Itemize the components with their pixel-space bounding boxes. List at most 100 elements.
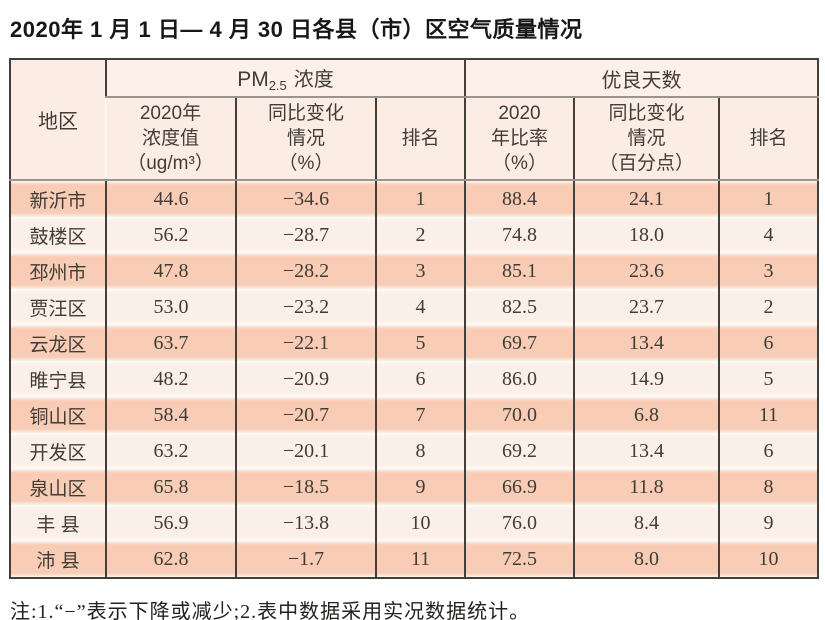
col-header-pm-change: 同比变化 情况 （%）	[235, 97, 376, 181]
table-row: 铜山区 58.4 −20.7 7 70.0 6.8 11	[10, 397, 819, 433]
cell-pm-value: 56.9	[105, 505, 236, 541]
header-line: 情况	[627, 128, 666, 149]
cell-good-change: 23.6	[573, 253, 719, 289]
table-row: 睢宁县 48.2 −20.9 6 86.0 14.9 5	[10, 361, 819, 397]
table-row: 丰 县 56.9 −13.8 10 76.0 8.4 9	[10, 505, 819, 541]
cell-region: 邳州市	[10, 253, 106, 289]
cell-pm-rank: 9	[375, 469, 465, 505]
cell-pm-value: 58.4	[105, 397, 236, 433]
cell-good-rank: 2	[717, 289, 819, 325]
cell-good-rank: 4	[717, 217, 819, 253]
cell-good-rank: 3	[717, 253, 819, 289]
cell-good-change: 13.4	[573, 325, 719, 361]
table-row: 泉山区 65.8 −18.5 9 66.9 11.8 8	[10, 469, 819, 505]
pm25-prefix: PM	[237, 68, 269, 91]
table-row: 新沂市 44.6 −34.6 1 88.4 24.1 1	[10, 180, 819, 217]
col-header-good-change: 同比变化 情况 （百分点）	[573, 97, 719, 181]
cell-region: 睢宁县	[10, 361, 106, 397]
pm25-suffix: 浓度	[293, 69, 334, 91]
cell-good-ratio: 88.4	[464, 180, 574, 217]
header-line: 浓度值	[141, 128, 199, 149]
cell-region: 泉山区	[10, 469, 106, 505]
cell-pm-value: 63.7	[105, 325, 236, 361]
header-line: （%）	[492, 153, 547, 174]
cell-good-ratio: 74.8	[464, 217, 574, 253]
cell-pm-value: 44.6	[105, 180, 236, 217]
cell-pm-value: 65.8	[105, 469, 236, 505]
cell-pm-rank: 10	[375, 505, 465, 541]
col-header-region: 地区	[10, 59, 106, 181]
cell-pm-rank: 4	[375, 289, 465, 325]
table-row: 沛 县 62.8 −1.7 11 72.5 8.0 10	[10, 541, 819, 578]
cell-pm-change: −28.7	[235, 217, 376, 253]
cell-pm-rank: 7	[375, 397, 465, 433]
cell-good-ratio: 72.5	[464, 541, 574, 578]
cell-pm-change: −20.7	[235, 397, 376, 433]
table-row: 贾汪区 53.0 −23.2 4 82.5 23.7 2	[10, 289, 819, 325]
table-row: 云龙区 63.7 −22.1 5 69.7 13.4 6	[10, 325, 819, 361]
header-line: 同比变化	[267, 103, 344, 124]
cell-pm-change: −13.8	[235, 505, 376, 541]
cell-good-ratio: 69.2	[464, 433, 574, 469]
header-line: 年比率	[490, 128, 548, 149]
cell-good-change: 14.9	[573, 361, 719, 397]
cell-pm-change: −34.6	[235, 180, 376, 217]
cell-region: 丰 县	[10, 505, 106, 541]
cell-good-change: 23.7	[573, 289, 719, 325]
header-line: 2020	[498, 103, 541, 124]
cell-pm-rank: 8	[375, 433, 465, 469]
cell-pm-value: 48.2	[105, 361, 236, 397]
cell-pm-value: 47.8	[105, 253, 236, 289]
col-group-pm25: PM2.5 浓度	[105, 59, 465, 98]
cell-region: 沛 县	[10, 541, 106, 578]
cell-pm-rank: 11	[375, 541, 465, 578]
cell-pm-value: 56.2	[105, 217, 236, 253]
cell-good-change: 8.0	[573, 541, 719, 578]
cell-good-ratio: 70.0	[464, 397, 574, 433]
cell-pm-rank: 6	[375, 361, 465, 397]
cell-pm-rank: 5	[375, 325, 465, 361]
cell-pm-value: 63.2	[105, 433, 236, 469]
col-header-pm-rank: 排名	[375, 97, 465, 181]
cell-pm-rank: 1	[375, 180, 465, 217]
cell-good-rank: 5	[717, 361, 819, 397]
pm25-subscript: 2.5	[268, 78, 287, 93]
header-line: 同比变化	[608, 103, 685, 124]
cell-pm-change: −20.9	[235, 361, 376, 397]
cell-good-change: 24.1	[573, 180, 719, 217]
cell-good-ratio: 86.0	[464, 361, 574, 397]
col-header-good-rank: 排名	[717, 97, 819, 181]
cell-good-change: 13.4	[573, 433, 719, 469]
table-row: 开发区 63.2 −20.1 8 69.2 13.4 6	[10, 433, 819, 469]
cell-pm-rank: 3	[375, 253, 465, 289]
cell-region: 新沂市	[10, 180, 106, 217]
col-group-good-days: 优良天数	[463, 59, 819, 98]
header-line: （ug/m³）	[127, 153, 214, 174]
cell-pm-change: −20.1	[235, 433, 376, 469]
col-header-pm-value: 2020年 浓度值 （ug/m³）	[106, 97, 236, 181]
header-line: （%）	[278, 153, 334, 174]
cell-good-ratio: 85.1	[464, 253, 574, 289]
cell-good-ratio: 66.9	[464, 469, 574, 505]
cell-region: 贾汪区	[10, 289, 106, 325]
cell-good-rank: 6	[717, 433, 819, 469]
cell-good-change: 8.4	[573, 505, 719, 541]
cell-region: 铜山区	[10, 397, 106, 433]
cell-region: 云龙区	[10, 325, 106, 361]
cell-good-rank: 6	[717, 325, 819, 361]
cell-pm-change: −23.2	[235, 289, 376, 325]
cell-good-change: 11.8	[573, 469, 719, 505]
cell-good-ratio: 69.7	[464, 325, 574, 361]
table-row: 邳州市 47.8 −28.2 3 85.1 23.6 3	[10, 253, 819, 289]
cell-good-ratio: 82.5	[464, 289, 574, 325]
footnote: 注:1.“−”表示下降或减少;2.表中数据采用实况数据统计。	[10, 601, 531, 620]
cell-good-rank: 11	[717, 397, 819, 433]
cell-pm-change: −18.5	[235, 469, 376, 505]
col-header-good-ratio: 2020 年比率 （%）	[464, 97, 574, 181]
page-title: 2020年 1 月 1 日— 4 月 30 日各县（市）区空气质量情况	[10, 17, 583, 42]
table-row: 鼓楼区 56.2 −28.7 2 74.8 18.0 4	[10, 217, 819, 253]
cell-region: 开发区	[10, 433, 106, 469]
cell-pm-change: −22.1	[235, 325, 376, 361]
header-line: 2020年	[139, 103, 202, 124]
